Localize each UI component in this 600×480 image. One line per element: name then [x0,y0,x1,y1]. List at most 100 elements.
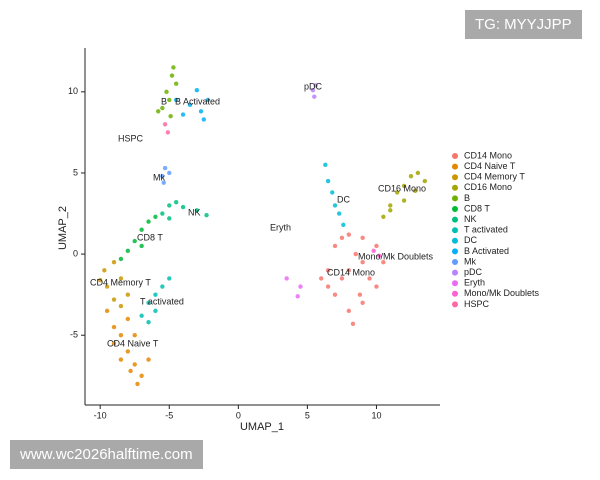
legend-label: Eryth [464,278,485,288]
y-tick-label: 10 [68,86,78,96]
cluster-label: T activated [140,296,184,306]
watermark: TG: MYYJJPP [465,10,582,39]
point [146,219,151,224]
legend-label: CD14 Mono [464,150,512,160]
point [160,284,165,289]
legend-swatch [452,206,458,212]
cluster-label: Mono/Mk Doublets [358,251,434,261]
point [353,251,358,257]
legend-label: Mono/Mk Doublets [464,288,540,298]
point [388,208,393,213]
point [165,130,171,135]
point [204,212,209,218]
point [169,73,175,78]
point [198,109,204,114]
legend-swatch [452,216,458,223]
legend-label: CD4 Naive T [464,161,516,171]
point [298,284,303,289]
legend-label: CD8 T [464,203,490,213]
point [118,333,124,338]
point [388,203,393,208]
cluster-label: CD4 Memory T [90,277,151,287]
point [111,324,117,330]
legend-label: pDC [464,267,483,277]
point [167,203,172,208]
legend-label: CD16 Mono [464,182,512,192]
point [374,284,379,289]
point [381,260,386,265]
point [332,292,338,297]
point [415,170,421,176]
point [346,308,352,314]
point [160,211,165,216]
point [118,256,124,262]
point [341,222,346,228]
point [360,235,365,241]
point [146,300,151,305]
point [201,117,206,122]
point [412,188,418,193]
cluster-label: B Activated [175,96,220,106]
point [319,276,324,281]
x-tick-label: -10 [94,410,107,420]
legend-label: T activated [464,225,508,235]
point [346,268,352,273]
point [104,308,110,314]
point [139,243,144,249]
point [332,203,338,208]
point [313,83,318,88]
cluster-label: CD14 Mono [327,267,375,277]
point [167,170,172,176]
legend-label: HSPC [464,299,490,309]
legend-label: DC [464,235,477,245]
y-tick-label: 5 [73,167,78,177]
point [160,105,165,111]
point [102,268,107,273]
point [153,214,158,219]
legend-swatch [452,184,458,191]
point [339,235,345,241]
x-tick-label: 5 [305,410,310,420]
point [422,178,428,184]
point [125,316,131,322]
point [173,97,179,103]
legend-swatch [452,290,458,297]
point [374,243,379,249]
legend-label: Mk [464,256,476,266]
legend-label: NK [464,214,477,224]
point [325,284,331,289]
point [173,81,179,86]
point [377,253,382,258]
point [284,276,289,281]
point [135,381,140,387]
cluster-label: HSPC [118,133,144,143]
point [160,173,165,179]
point [125,248,131,254]
cluster-label: Eryth [270,222,291,232]
point [162,122,168,127]
point [357,292,363,297]
legend-swatch [452,269,458,276]
x-tick-label: -5 [165,410,173,420]
point [153,308,158,314]
cluster-label: CD4 Naive T [107,338,159,348]
point [350,321,356,327]
y-tick-label: 0 [73,248,78,258]
cluster-label: DC [337,194,350,204]
point [125,292,131,297]
point [312,94,317,99]
point [194,87,200,93]
point [146,357,151,362]
point [128,368,133,374]
legend-swatch [452,301,458,308]
point [401,198,407,203]
point [171,65,176,70]
legend-swatch [452,227,458,234]
point [104,284,110,289]
point [111,260,117,265]
point [111,297,117,302]
legend-swatch [452,248,458,255]
point [346,232,352,237]
point [367,276,372,281]
